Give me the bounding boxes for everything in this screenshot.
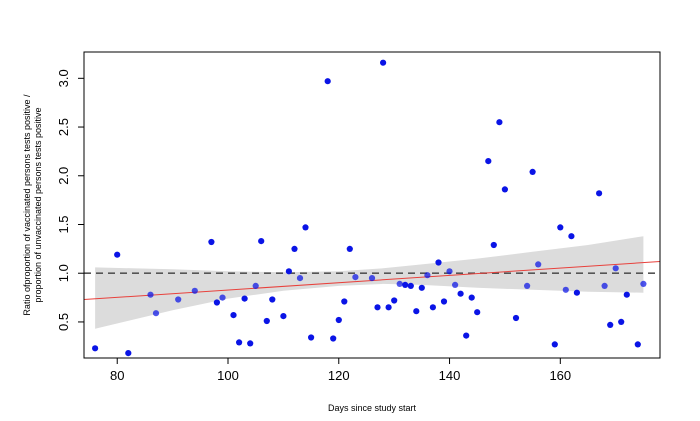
data-point	[152, 310, 160, 317]
data-point	[346, 245, 353, 252]
data-point	[308, 334, 315, 341]
data-point	[413, 308, 420, 315]
data-point	[402, 281, 409, 288]
data-point	[92, 345, 99, 352]
data-point	[501, 186, 508, 193]
data-point	[219, 294, 226, 301]
data-point	[568, 233, 575, 240]
data-point	[463, 332, 470, 339]
y-tick-label: 1.0	[56, 264, 71, 282]
data-point	[535, 261, 542, 268]
data-point	[213, 299, 220, 306]
data-point	[352, 274, 359, 281]
data-point	[457, 290, 464, 297]
data-point	[230, 312, 237, 319]
data-point	[612, 265, 619, 272]
data-point	[208, 238, 215, 246]
data-point	[485, 158, 492, 165]
x-tick-label: 140	[439, 368, 461, 383]
data-point	[446, 268, 453, 275]
data-point	[490, 241, 497, 249]
y-tick-label: 2.0	[56, 167, 71, 185]
data-point	[247, 340, 254, 347]
data-point	[512, 314, 520, 322]
data-point	[396, 280, 403, 287]
confidence-band-layer	[95, 236, 644, 329]
data-point	[623, 291, 630, 298]
x-axis-label: Days since study start	[328, 403, 417, 413]
data-point	[258, 238, 265, 245]
data-point	[330, 335, 337, 342]
data-point	[280, 313, 287, 320]
y-axis-label-line-1: Ratio ofproportion of vaccinated persons…	[22, 94, 32, 316]
data-point	[435, 259, 442, 266]
data-point	[634, 341, 641, 348]
y-axis-label-line-2: proportion of unvaccinated persons tests…	[33, 107, 43, 302]
data-point	[374, 304, 381, 311]
data-point	[241, 295, 248, 302]
data-point	[440, 298, 448, 305]
confidence-band	[95, 236, 644, 329]
data-point	[302, 224, 309, 231]
data-point	[368, 275, 376, 282]
data-point	[296, 275, 304, 282]
data-point	[263, 317, 270, 325]
data-point	[468, 294, 475, 301]
data-point	[529, 168, 536, 175]
data-point	[114, 251, 121, 258]
data-point	[285, 268, 292, 275]
data-point	[335, 316, 342, 324]
data-point	[573, 289, 581, 296]
data-point	[175, 296, 182, 303]
data-point	[640, 280, 647, 287]
data-point	[391, 297, 398, 304]
data-point	[607, 321, 614, 328]
data-point	[551, 341, 558, 348]
data-point	[191, 287, 198, 294]
data-point	[125, 350, 132, 357]
y-tick-label: 0.5	[56, 313, 71, 331]
x-tick-label: 80	[110, 368, 124, 383]
x-tick-label: 120	[328, 368, 350, 383]
data-point	[380, 59, 387, 66]
y-axis: 0.5 1.0 1.5 2.0 2.5 3.0	[56, 69, 84, 331]
data-point	[557, 224, 564, 231]
x-tick-label: 100	[217, 368, 239, 383]
y-tick-label: 3.0	[56, 69, 71, 87]
data-point	[618, 318, 625, 325]
data-point	[324, 78, 331, 85]
y-tick-label: 2.5	[56, 118, 71, 136]
x-axis: 80 100 120 140 160	[110, 358, 571, 383]
data-point	[562, 286, 569, 293]
data-point	[452, 281, 459, 288]
data-point	[596, 190, 603, 197]
data-point	[341, 298, 348, 305]
data-point	[524, 282, 531, 289]
data-point	[407, 282, 414, 289]
data-point	[474, 309, 481, 316]
data-point	[418, 284, 425, 291]
data-point	[601, 282, 608, 289]
data-point	[269, 296, 276, 303]
y-tick-label: 1.5	[56, 215, 71, 233]
data-point	[147, 291, 154, 298]
data-point	[385, 304, 392, 311]
data-point	[236, 339, 243, 346]
plot-frame	[83, 51, 661, 359]
data-point	[424, 272, 431, 279]
data-point	[429, 304, 436, 311]
data-point	[252, 282, 259, 289]
data-point	[291, 245, 298, 252]
x-tick-label: 160	[549, 368, 571, 383]
data-points-layer	[92, 59, 647, 357]
data-point	[496, 119, 503, 126]
